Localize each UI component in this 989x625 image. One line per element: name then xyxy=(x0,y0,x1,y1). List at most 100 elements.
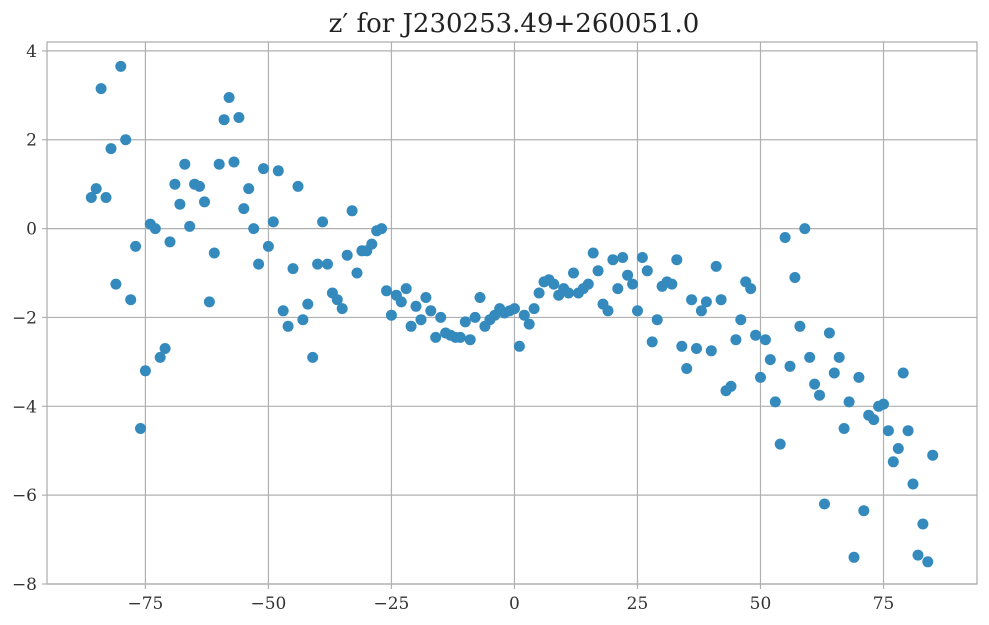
data-point xyxy=(819,498,830,510)
x-tick-label: 25 xyxy=(627,594,649,614)
data-point xyxy=(292,180,304,192)
data-point xyxy=(164,236,176,248)
data-point xyxy=(184,220,196,232)
data-point xyxy=(238,203,250,215)
data-point xyxy=(779,232,791,243)
data-point xyxy=(882,425,894,437)
data-point xyxy=(267,216,279,228)
data-point xyxy=(784,360,796,372)
data-point xyxy=(351,267,363,279)
data-point xyxy=(607,254,619,266)
data-point xyxy=(774,438,786,450)
data-point xyxy=(258,163,269,175)
data-point xyxy=(233,112,245,123)
data-point xyxy=(272,165,284,177)
data-point xyxy=(95,83,107,95)
x-tick-label: −75 xyxy=(127,594,163,614)
data-point xyxy=(725,380,737,392)
chart-title: z′ for J230253.49+260051.0 xyxy=(329,9,700,39)
data-point xyxy=(686,294,698,306)
data-point xyxy=(223,92,235,103)
data-point xyxy=(681,363,693,374)
data-point xyxy=(366,238,378,250)
data-point xyxy=(420,292,432,303)
data-point xyxy=(632,305,643,317)
x-tick-label: 75 xyxy=(873,594,895,614)
data-point xyxy=(897,367,909,379)
data-point xyxy=(302,298,314,310)
x-tick-label: 50 xyxy=(750,594,772,614)
data-point xyxy=(120,134,132,146)
data-point xyxy=(922,556,934,568)
data-point xyxy=(641,265,653,277)
y-tick-label: 4 xyxy=(26,42,37,62)
data-point xyxy=(135,423,146,434)
data-point xyxy=(228,156,240,168)
data-point xyxy=(282,320,294,332)
data-point xyxy=(253,258,265,270)
data-point xyxy=(410,300,422,312)
data-point xyxy=(381,285,392,297)
data-point xyxy=(912,549,924,561)
data-point xyxy=(90,183,102,195)
data-point xyxy=(789,272,801,283)
data-point xyxy=(454,331,466,343)
data-point xyxy=(700,296,712,308)
data-point xyxy=(415,314,427,326)
data-point xyxy=(130,240,142,252)
data-point xyxy=(523,318,535,330)
data-point xyxy=(243,183,255,195)
data-point xyxy=(199,196,210,208)
data-point xyxy=(691,343,702,354)
data-point xyxy=(582,278,594,290)
y-tick-label: −2 xyxy=(12,308,37,328)
data-point xyxy=(602,305,614,317)
data-point xyxy=(159,343,171,354)
data-point xyxy=(346,205,358,217)
x-tick-label: 0 xyxy=(509,594,520,614)
data-point xyxy=(400,283,412,295)
data-point xyxy=(312,258,324,270)
data-point xyxy=(799,223,811,235)
data-point xyxy=(587,247,599,259)
data-point xyxy=(592,265,604,277)
data-point xyxy=(459,316,471,328)
y-tick-label: 2 xyxy=(26,131,37,151)
data-point xyxy=(208,247,220,259)
data-point xyxy=(341,249,353,261)
data-point xyxy=(105,143,117,155)
data-point xyxy=(385,309,397,321)
data-point xyxy=(469,311,481,323)
data-point xyxy=(100,192,112,203)
data-point xyxy=(218,114,230,126)
data-point xyxy=(848,551,860,563)
data-point xyxy=(248,223,260,235)
data-point xyxy=(853,371,865,383)
data-point xyxy=(794,320,806,332)
x-tick-label: −25 xyxy=(373,594,409,614)
data-point xyxy=(612,283,624,295)
data-point xyxy=(262,240,274,252)
data-point xyxy=(194,180,205,192)
data-points xyxy=(85,60,939,568)
data-point xyxy=(179,158,191,170)
data-point xyxy=(745,283,757,295)
data-point xyxy=(892,443,904,454)
data-point xyxy=(331,294,343,306)
data-point xyxy=(395,296,407,308)
data-point xyxy=(563,287,575,299)
data-point xyxy=(203,296,215,308)
y-tick-label: 0 xyxy=(26,220,37,240)
data-point xyxy=(858,505,870,517)
data-point xyxy=(868,414,880,426)
data-point xyxy=(322,258,333,270)
grid-lines xyxy=(47,42,977,585)
data-point xyxy=(125,294,137,306)
data-point xyxy=(927,449,939,461)
data-point xyxy=(809,378,821,390)
data-point xyxy=(213,158,225,170)
data-point xyxy=(277,305,289,317)
axis-ticks xyxy=(42,50,885,589)
x-axis-tick-labels: −75 −50 −25 0 25 50 75 xyxy=(127,594,894,614)
data-point xyxy=(297,314,309,326)
